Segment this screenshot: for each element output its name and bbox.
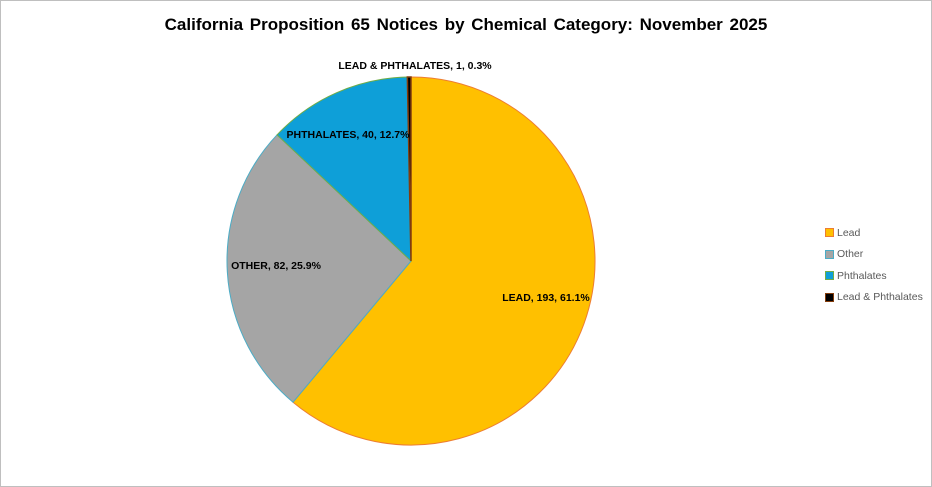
legend-label: Lead	[837, 226, 861, 239]
pie-slice-phthalates	[276, 76, 412, 263]
pie-slice-lead	[292, 76, 596, 446]
data-label: LEAD & PHTHALATES, 1, 0.3%	[338, 60, 492, 72]
legend: Lead Other Phthalates Lead & Phthalates	[825, 222, 923, 308]
legend-item: Lead & Phthalates	[825, 287, 923, 309]
pie-slice-other	[226, 134, 412, 403]
legend-label: Phthalates	[837, 269, 887, 282]
legend-label: Other	[837, 248, 864, 261]
pie-slice-lead-phthalates	[406, 76, 412, 262]
data-label: OTHER, 82, 25.9%	[231, 260, 322, 272]
data-label: LEAD, 193, 61.1%	[502, 292, 590, 304]
legend-swatch	[825, 249, 834, 259]
chart-title: California Proposition 65 Notices by Che…	[164, 15, 768, 34]
legend-swatch	[825, 228, 834, 238]
legend-swatch	[825, 292, 834, 302]
data-label: PHTHALATES, 40, 12.7%	[287, 129, 411, 141]
legend-swatch	[825, 271, 834, 281]
legend-label: Lead & Phthalates	[837, 291, 923, 304]
legend-item: Other	[825, 244, 923, 266]
legend-item: Lead	[825, 222, 923, 244]
legend-item: Phthalates	[825, 265, 923, 287]
